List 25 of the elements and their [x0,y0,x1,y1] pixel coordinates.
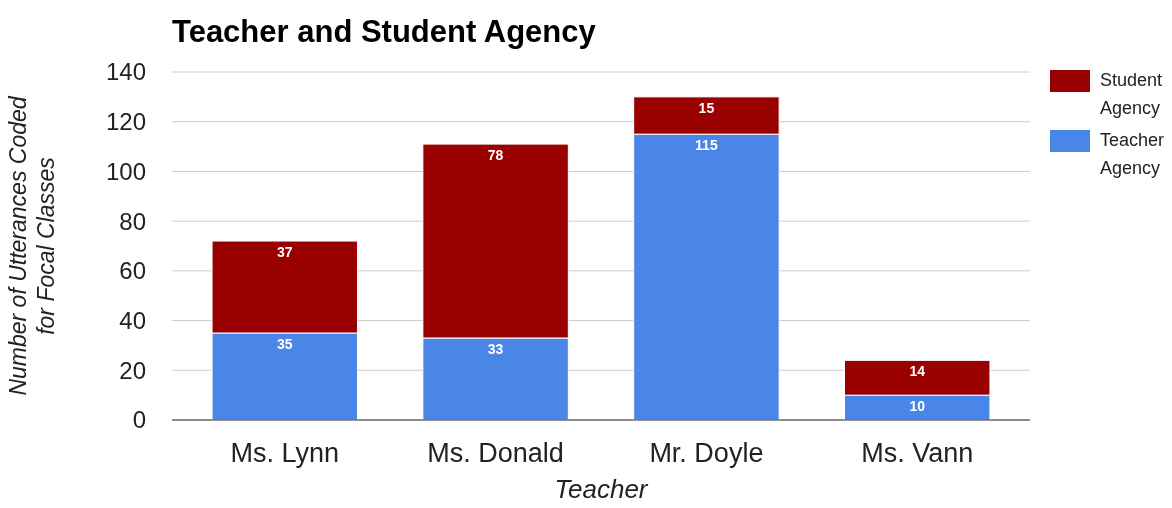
data-label: 78 [487,147,504,164]
x-tick-label: Ms. Donald [427,438,564,468]
y-tick-label: 100 [105,157,146,185]
x-tick-label: Mr. Doyle [649,438,764,468]
y-tick-label: 40 [119,306,146,334]
y-tick-label: 60 [119,257,146,285]
y-tick-label: 0 [132,406,146,434]
legend-label: Student Agency [1100,70,1163,118]
data-label: 15 [698,99,715,116]
y-tick-label: 140 [105,58,146,86]
data-label: 37 [276,244,293,261]
y-tick-label: 80 [119,207,146,235]
y-axis-title: Number of Utterances Coded for Focal Classes [5,95,59,396]
data-label: 115 [695,137,718,154]
data-label: 14 [909,363,926,380]
data-label: 35 [276,336,293,352]
legend-label: Teacher Agency [1100,130,1165,178]
data-label: 10 [909,398,926,415]
y-tick-label: 120 [105,108,146,136]
data-label: 33 [487,340,504,357]
x-tick-label: Ms. Vann [861,438,974,468]
chart-title: Teacher and Student Agency [172,14,597,49]
y-tick-label: 20 [119,356,146,384]
x-axis-title: Teacher [554,474,649,504]
x-tick-label: Ms. Lynn [230,438,340,468]
